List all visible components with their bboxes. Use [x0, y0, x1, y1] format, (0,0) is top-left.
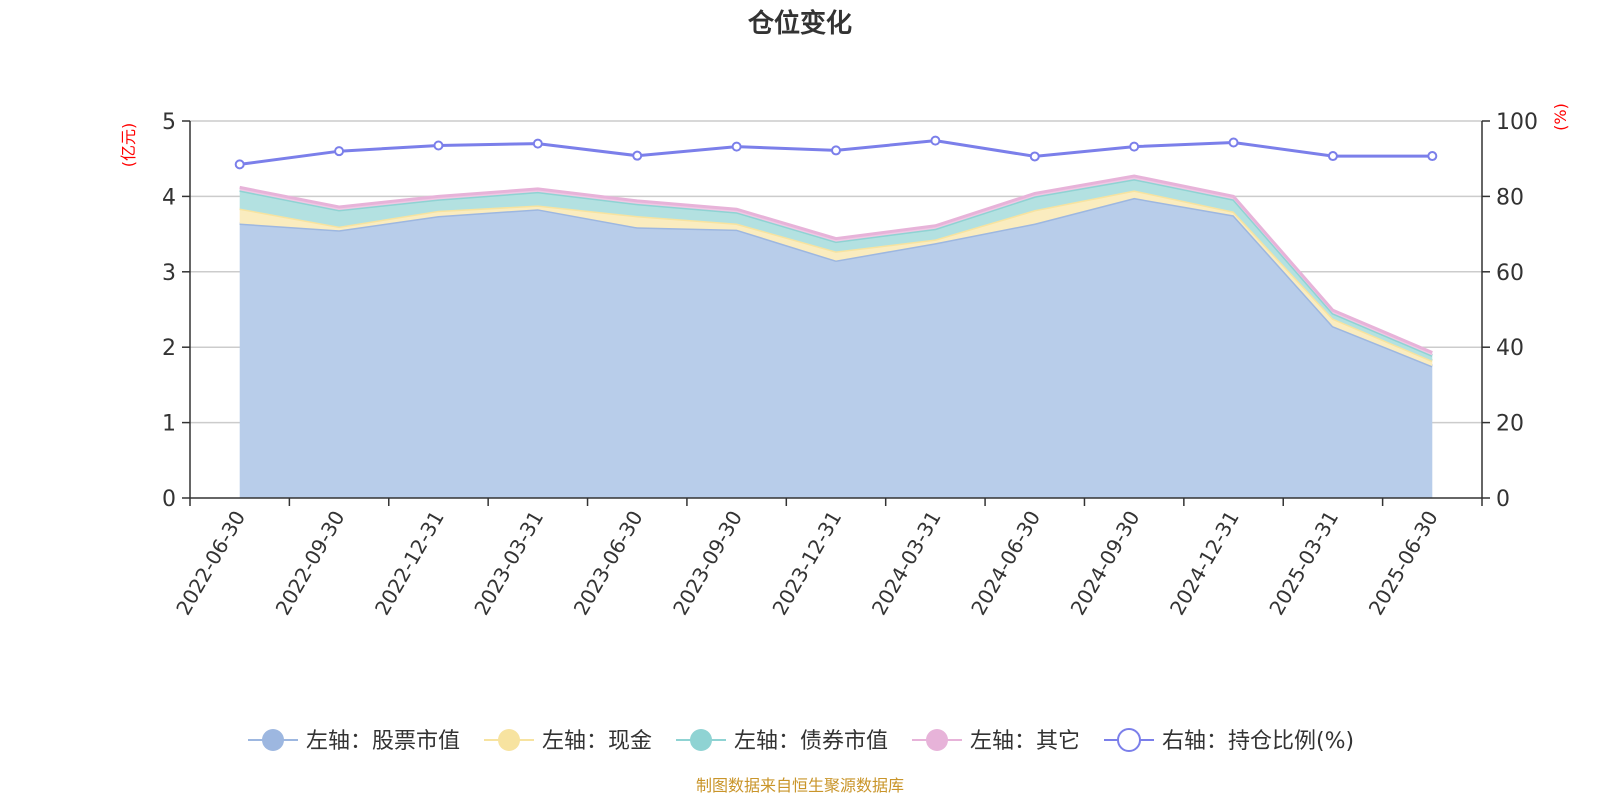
ratio-point	[632, 150, 643, 161]
ratio-point	[1327, 151, 1338, 162]
legend-label: 左轴：现金	[542, 729, 652, 754]
ratio-line	[234, 135, 1438, 170]
legend: 左轴：股票市值 左轴：现金 左轴：债券市值 左轴：其它 右轴：持仓比例(%)	[248, 728, 1354, 754]
x-tick-label: 2023-12-31	[767, 507, 846, 620]
chart-title: 仓位变化	[747, 8, 852, 39]
x-tick-label: 2025-06-30	[1364, 507, 1443, 620]
right-tick-label: 0	[1496, 487, 1510, 512]
x-tick-label: 2023-09-30	[668, 507, 747, 620]
legend-item: 左轴：其它	[912, 729, 1080, 754]
ratio-point	[433, 140, 444, 151]
x-tick-label: 2025-03-31	[1264, 507, 1343, 620]
legend-item: 左轴：债券市值	[676, 729, 888, 754]
legend-label: 左轴：其它	[970, 729, 1080, 754]
legend-marker	[1117, 728, 1141, 752]
ratio-point	[1228, 137, 1239, 148]
stacked-areas	[239, 174, 1433, 498]
ratio-point	[532, 138, 543, 149]
legend-label: 右轴：持仓比例(%)	[1162, 729, 1354, 754]
ratio-point	[731, 141, 742, 152]
legend-item: 右轴：持仓比例(%)	[1104, 728, 1354, 754]
left-tick-label: 2	[162, 336, 176, 361]
legend-item: 左轴：现金	[484, 729, 652, 754]
ratio-point	[1129, 141, 1140, 152]
right-axis-unit: (%)	[1551, 103, 1570, 131]
legend-marker	[262, 729, 284, 751]
left-tick-label: 4	[162, 185, 176, 210]
legend-label: 左轴：债券市值	[734, 729, 888, 754]
ratio-point	[234, 159, 245, 170]
ratio-point	[1427, 151, 1438, 162]
source-note: 制图数据来自恒生聚源数据库	[696, 776, 904, 795]
left-axis-unit: (亿元)	[119, 123, 138, 168]
right-tick-label: 80	[1496, 185, 1524, 210]
left-tick-label: 3	[162, 261, 176, 286]
right-tick-label: 20	[1496, 412, 1524, 437]
legend-item: 左轴：股票市值	[248, 729, 460, 754]
ratio-point	[1029, 151, 1040, 162]
area-左轴：股票市值	[239, 197, 1433, 498]
ratio-point	[334, 146, 345, 157]
right-tick-label: 40	[1496, 336, 1524, 361]
legend-marker	[926, 729, 948, 751]
x-tick-label: 2023-06-30	[569, 507, 648, 620]
x-tick-label: 2022-09-30	[271, 507, 350, 620]
left-tick-label: 1	[162, 412, 176, 437]
x-tick-label: 2022-12-31	[370, 507, 449, 620]
ratio-point	[831, 145, 841, 156]
legend-marker	[690, 729, 712, 751]
ratio-point	[930, 135, 941, 146]
left-tick-label: 5	[162, 110, 176, 135]
x-tick-label: 2024-06-30	[966, 507, 1045, 620]
x-tick-label: 2024-03-31	[867, 507, 946, 620]
right-tick-label: 100	[1496, 110, 1538, 135]
x-tick-label: 2022-06-30	[171, 507, 250, 620]
legend-label: 左轴：股票市值	[306, 729, 460, 754]
x-tick-label: 2024-12-31	[1165, 507, 1244, 620]
x-tick-label: 2024-09-30	[1066, 507, 1145, 620]
area-edge-左轴：其它	[239, 174, 1433, 354]
right-tick-label: 60	[1496, 261, 1524, 286]
legend-marker	[498, 729, 520, 751]
x-tick-label: 2023-03-31	[469, 507, 548, 620]
left-tick-label: 0	[162, 487, 176, 512]
